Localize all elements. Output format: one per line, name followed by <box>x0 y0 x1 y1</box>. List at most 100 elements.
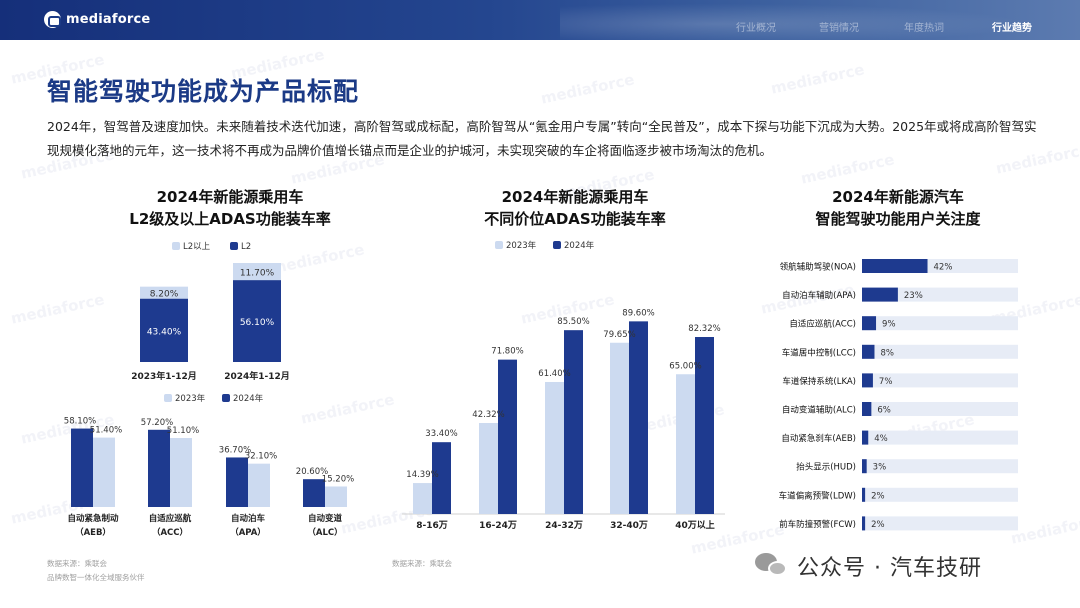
chart2-label-2024-1: 57.20% <box>141 418 173 428</box>
wechat-icon <box>755 553 789 579</box>
chart4-category-7: 抬头显示(HUD) <box>796 462 856 473</box>
chart1-category-0: 2023年1-12月 <box>131 370 197 382</box>
chart4-bar-6 <box>862 430 869 445</box>
chart1-category-1: 2024年1-12月 <box>224 370 290 382</box>
chart3-bar-2024-3 <box>629 321 648 514</box>
chart4-category-4: 车道保持系统(LKA) <box>782 376 856 387</box>
chart4-category-5: 自动变道辅助(ALC) <box>782 405 856 416</box>
chart4-track-3 <box>862 344 1018 359</box>
chart4-label-6: 4% <box>874 434 888 444</box>
chart3-legend-label-1: 2024年 <box>564 240 595 251</box>
nav-item-industry-trends[interactable]: 行业趋势 <box>992 23 1032 34</box>
chart2-bar-2023-1 <box>170 438 192 507</box>
slogan-note-left: 品牌数智一体化全域服务伙伴 <box>47 573 145 582</box>
source-note-middle: 数据来源：乘联会 <box>392 559 452 568</box>
right-chart: 2024年新能源汽车 智能驾驶功能用户关注度 领航辅助驾驶(NOA) 42% 自动泊… <box>779 188 1018 531</box>
chart4-track-2 <box>862 316 1018 331</box>
chart4-category-0: 领航辅助驾驶(NOA) <box>780 262 856 273</box>
chart3-category-4: 40万以上 <box>675 519 715 531</box>
chart4-label-9: 2% <box>871 520 885 530</box>
nav-item-industry-overview[interactable]: 行业概况 <box>736 23 776 34</box>
chart3-label-2023-1: 42.32% <box>472 410 504 420</box>
chart1-label-l2-1: 56.10% <box>240 318 275 328</box>
chart3-label-2024-3: 89.60% <box>622 308 654 318</box>
chart4-track-5 <box>862 402 1018 416</box>
chart4-track-9 <box>862 516 1018 531</box>
chart2-category-line1-2: 自动泊车 <box>231 513 266 524</box>
chart4-bar-2 <box>862 316 877 331</box>
chart4-bar-8 <box>862 487 866 502</box>
chart2-grouped-bars: 2023年 2024年 58.10%51.40% 自动紧急制动 （AEB） 57.20%5… <box>64 393 354 538</box>
chart4-bar-5 <box>862 402 872 416</box>
chart3-bar-2023-3 <box>610 342 629 514</box>
chart4-title-line1: 2024年新能源汽车 <box>832 188 964 206</box>
chart2-category-line2-3: （ALC） <box>307 527 342 538</box>
chart3-legend-swatch-0 <box>495 241 503 249</box>
chart4-label-5: 6% <box>877 406 891 416</box>
chart4-horizontal-bars: 领航辅助驾驶(NOA) 42% 自动泊车辅助(APA) 23% 自适应巡航(ACC) 9%… <box>779 259 1018 531</box>
chart2-label-2024-3: 20.60% <box>296 467 328 477</box>
chart2-legend-swatch-0 <box>164 394 172 402</box>
brand-logo[interactable]: mediaforce <box>44 11 150 28</box>
chart3-bar-2024-0 <box>432 442 451 514</box>
chart2-category-line2-0: （AEB） <box>75 527 111 538</box>
chart1-stacked-bars: L2以上 L2 43.40% 8.20% 2023年1-12月 56.10% 11.70% 2… <box>131 242 290 382</box>
chart2-legend-label-1: 2024年 <box>233 393 264 404</box>
chart1-bar-l2plus-1 <box>233 263 281 281</box>
chart4-track-1 <box>862 287 1018 302</box>
chart2-bar-2023-3 <box>325 486 347 507</box>
brand-logo-icon <box>44 11 61 28</box>
chart1-title-line2: L2级及以上ADAS功能装车率 <box>129 210 330 228</box>
chart3-category-2: 24-32万 <box>545 520 583 531</box>
chart2-category-line2-2: （APA） <box>230 527 266 538</box>
chart4-category-9: 前车防撞预警(FCW) <box>779 519 856 530</box>
chart2-category-line1-3: 自动变道 <box>308 513 343 524</box>
chart4-track-7 <box>862 459 1018 474</box>
chart3-bar-2024-1 <box>498 359 517 514</box>
nav-item-hot-words[interactable]: 年度热词 <box>904 23 944 34</box>
top-banner: mediaforce 行业概况 营销情况 年度热词 行业趋势 <box>0 0 1080 40</box>
chart1-bar-l2-1 <box>233 280 281 362</box>
chart2-label-2023-3: 15.20% <box>322 474 354 484</box>
chart3-label-2023-0: 14.39% <box>406 470 438 480</box>
chart4-bar-7 <box>862 459 867 474</box>
chart2-bar-2024-3 <box>303 479 325 507</box>
chart3-bar-2023-0 <box>413 483 432 514</box>
chart3-label-2024-0: 33.40% <box>425 429 457 439</box>
chart4-track-8 <box>862 487 1018 502</box>
page-title: 智能驾驶功能成为产品标配 <box>47 77 360 106</box>
wechat-account[interactable]: 公众号 · 汽车技研 <box>755 550 982 582</box>
chart3-bar-2024-4 <box>695 337 714 514</box>
chart3-category-0: 8-16万 <box>416 520 448 531</box>
chart2-bar-2024-0 <box>71 428 93 507</box>
chart3-label-2024-2: 85.50% <box>557 317 589 327</box>
chart2-legend-swatch-1 <box>222 394 230 402</box>
chart4-bar-3 <box>862 344 875 359</box>
chart3-legend-label-0: 2023年 <box>506 240 537 251</box>
chart3-title-line1: 2024年新能源乘用车 <box>502 188 649 206</box>
brand-name: mediaforce <box>66 12 151 27</box>
chart4-category-3: 车道居中控制(LCC) <box>782 347 856 358</box>
chart1-label-l2-0: 43.40% <box>147 327 182 337</box>
chart2-label-2023-1: 51.10% <box>167 426 199 436</box>
chart4-label-4: 7% <box>879 377 893 387</box>
chart4-label-3: 8% <box>880 348 894 358</box>
chart3-legend-swatch-1 <box>553 241 561 249</box>
chart1-legend-label-1: L2 <box>241 242 251 252</box>
chart2-bar-2024-2 <box>226 457 248 507</box>
chart2-label-2024-2: 36.70% <box>219 445 251 455</box>
chart4-title-line2: 智能驾驶功能用户关注度 <box>815 210 981 228</box>
source-note-left: 数据来源：乘联会 <box>47 559 107 568</box>
chart2-label-2023-2: 32.10% <box>245 452 277 462</box>
chart1-legend-swatch-0 <box>172 242 180 250</box>
chart3-category-1: 16-24万 <box>479 520 517 531</box>
chart3-label-2023-3: 79.65% <box>603 330 635 340</box>
chart1-bar-l2-0 <box>140 298 188 362</box>
chart2-legend-label-0: 2023年 <box>175 393 206 404</box>
chart3-bar-2023-4 <box>676 374 695 514</box>
nav-item-marketing[interactable]: 营销情况 <box>819 23 859 34</box>
chart1-label-l2plus-0: 8.20% <box>150 290 179 300</box>
chart4-bar-4 <box>862 373 873 388</box>
chart4-label-8: 2% <box>871 491 885 501</box>
chart2-bar-2023-2 <box>248 463 270 507</box>
